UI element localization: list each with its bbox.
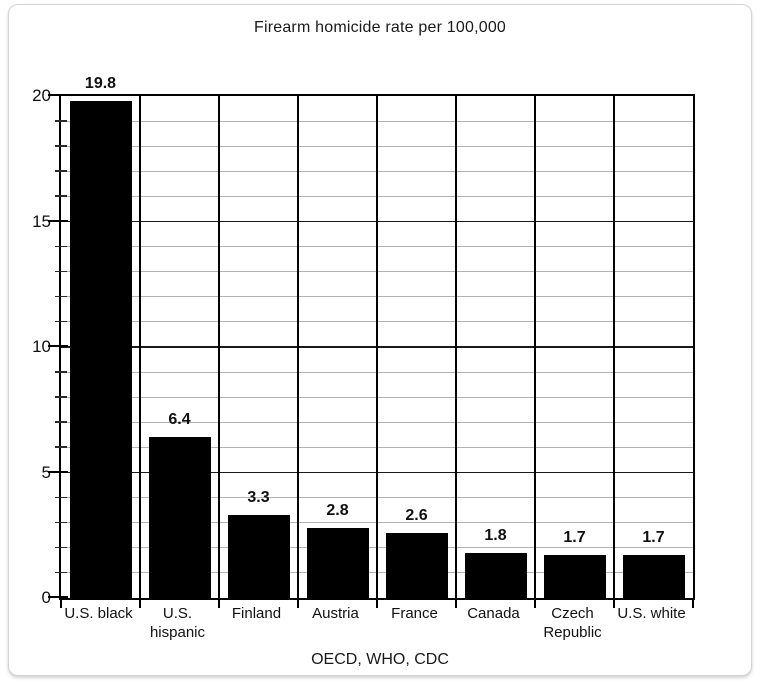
bar: [464, 552, 527, 598]
y-tick-mark-minor: [55, 195, 67, 197]
y-tick-label: 0: [41, 588, 51, 607]
bar: [622, 555, 685, 598]
source-label: OECD, WHO, CDC: [311, 651, 449, 668]
y-tick-mark-minor: [55, 421, 67, 423]
chart-card: Firearm homicide rate per 100,000 19.8 6.…: [8, 4, 752, 676]
bar-value-label: 19.8: [84, 75, 117, 93]
bar: [543, 555, 606, 598]
y-tick-label: 5: [41, 462, 51, 482]
x-axis-tick-mark: [692, 600, 694, 608]
x-axis-tick-mark: [613, 600, 615, 608]
bar-value-label: 2.8: [326, 501, 349, 519]
x-axis-tick-mark: [218, 600, 220, 608]
y-tick-mark-minor: [55, 396, 67, 398]
x-tick-label: Canada: [467, 605, 520, 622]
x-tick-label: Czech Republic: [543, 605, 602, 641]
bar-value-label: 1.7: [563, 529, 586, 547]
x-axis-tick-mark: [139, 600, 141, 608]
y-tick-mark-major: [48, 470, 68, 473]
x-axis-tick-mark: [455, 600, 457, 608]
x-tick-label: U.S. hispanic: [149, 605, 206, 641]
x-axis-tick-mark: [297, 600, 299, 608]
bar-value-label: 2.6: [405, 506, 428, 524]
y-tick-mark-major: [48, 345, 68, 347]
y-tick-label: 20: [32, 86, 51, 105]
x-tick-label: Finland: [231, 605, 282, 622]
bar-value-label: 3.3: [247, 489, 270, 507]
column-separator: [297, 96, 299, 598]
y-tick-mark-minor: [55, 120, 67, 122]
column-separator: [218, 96, 220, 598]
y-tick-mark-minor: [55, 295, 67, 298]
y-tick-mark-major: [48, 596, 68, 598]
bar-value-label: 1.7: [642, 529, 665, 547]
bar: [385, 532, 448, 598]
y-tick-mark-major: [48, 94, 68, 96]
y-tick-mark-minor: [55, 245, 67, 248]
plot-area: 19.8 6.4 3.3 2.8 2.6 1.8 1.7 1.7: [59, 75, 695, 600]
column-separator: [139, 96, 141, 598]
bar: [227, 515, 290, 598]
y-tick-mark-minor: [55, 270, 67, 273]
y-tick-mark-minor: [55, 521, 67, 524]
bar-value-label: 6.4: [168, 411, 191, 429]
y-tick-mark-minor: [55, 446, 67, 448]
column-separator: [613, 96, 615, 598]
y-tick-mark-minor: [55, 496, 67, 499]
chart-title: Firearm homicide rate per 100,000: [253, 19, 507, 36]
column-separator: [376, 96, 378, 598]
bar: [69, 101, 132, 598]
column-separator: [534, 96, 536, 598]
x-tick-label: U.S. black: [64, 605, 133, 622]
y-tick-mark-minor: [55, 571, 67, 574]
y-tick-mark-major: [48, 219, 68, 222]
x-axis-tick-mark: [376, 600, 378, 608]
x-tick-label: U.S. white: [617, 605, 686, 622]
x-axis-labels: U.S. black U.S. hispanic Finland Austria Fra…: [59, 604, 695, 642]
y-tick-label: 15: [32, 211, 51, 231]
x-tick-label: France: [391, 605, 438, 622]
y-tick-mark-minor: [55, 145, 67, 147]
y-tick-label: 10: [32, 337, 51, 356]
bar-value-label: 1.8: [484, 526, 507, 544]
y-tick-mark-minor: [55, 546, 67, 549]
y-tick-mark-minor: [55, 320, 67, 323]
y-tick-mark-minor: [55, 170, 67, 172]
bar: [148, 437, 211, 598]
x-tick-label: Austria: [312, 605, 359, 622]
x-axis-tick-mark: [534, 600, 536, 608]
x-axis-tick-mark: [60, 600, 62, 608]
y-tick-mark-minor: [55, 371, 67, 373]
bar: [306, 527, 369, 598]
column-separator: [455, 96, 457, 598]
